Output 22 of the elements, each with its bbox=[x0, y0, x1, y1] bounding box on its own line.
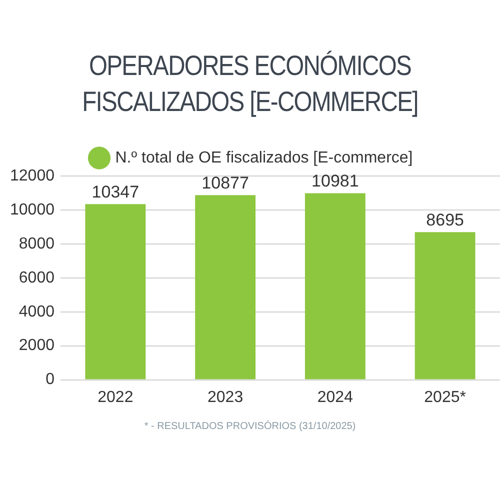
bar bbox=[195, 195, 256, 380]
bar bbox=[414, 232, 476, 380]
y-tick-label: 2000 bbox=[18, 337, 55, 354]
x-tick-label: 2025* bbox=[424, 388, 466, 406]
legend-label: N.º total de OE fiscalizados [E-commerce] bbox=[115, 149, 413, 166]
y-tick-label: 8000 bbox=[18, 235, 55, 252]
x-tick-label: 2024 bbox=[317, 388, 354, 406]
data-label: 10981 bbox=[312, 171, 359, 190]
y-tick-label: 12000 bbox=[10, 167, 55, 184]
text: * - RESULTADOS PROVISÓRIOS (31/10/2025) bbox=[143, 421, 357, 432]
data-label: 8695 bbox=[426, 210, 464, 230]
data-label: 10877 bbox=[202, 173, 249, 192]
y-tick-label: 4000 bbox=[18, 303, 55, 320]
x-tick-label: 2023 bbox=[208, 388, 244, 406]
data-label: 10347 bbox=[92, 182, 140, 202]
chart-title: OPERADORES ECONÓMICOS FISCALIZADOS [E-COMMERCE] bbox=[81, 49, 419, 119]
bar bbox=[304, 193, 366, 380]
bar bbox=[85, 204, 146, 380]
y-tick-label: 10000 bbox=[10, 201, 55, 218]
y-tick-label: 6000 bbox=[18, 269, 55, 286]
y-tick-label: 0 bbox=[46, 371, 55, 388]
x-tick-label: 2022 bbox=[98, 388, 134, 406]
